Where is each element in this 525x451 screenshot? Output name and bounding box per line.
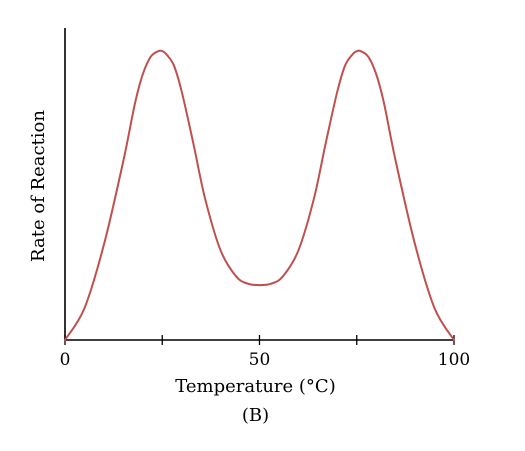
x-tick-label-100: 100	[438, 350, 470, 370]
y-axis-label: Rate of Reaction	[28, 110, 49, 262]
x-tick-label-50: 50	[249, 350, 271, 370]
x-tick-label-0: 0	[60, 350, 71, 370]
panel-label: (B)	[242, 405, 269, 426]
x-ticks: 0 50 100	[60, 335, 470, 370]
x-axis-label: Temperature (°C)	[175, 376, 335, 397]
plot-area: 0 50 100	[60, 28, 470, 370]
series-line-rate	[64, 49, 455, 341]
